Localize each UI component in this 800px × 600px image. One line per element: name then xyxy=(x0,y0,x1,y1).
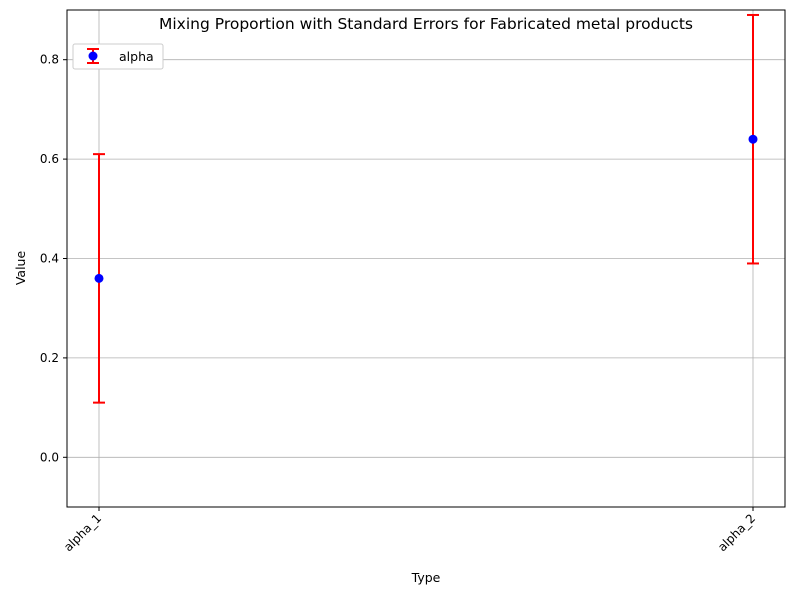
data-point xyxy=(94,273,104,283)
axis-ticks: 0.0 0.2 0.4 0.6 0.8 alpha_1 alpha_2 xyxy=(40,53,758,555)
legend-marker xyxy=(88,51,98,61)
chart-title: Mixing Proportion with Standard Errors f… xyxy=(159,15,693,33)
legend-errorbar-symbol xyxy=(87,48,99,64)
data-point xyxy=(748,134,758,144)
y-tick-label: 0.0 xyxy=(40,450,59,464)
y-axis-label: Value xyxy=(13,251,28,286)
y-tick-label: 0.2 xyxy=(40,351,59,365)
legend: alpha xyxy=(72,43,164,70)
x-tick-label: alpha_2 xyxy=(715,511,758,554)
y-tick-label: 0.8 xyxy=(40,53,59,67)
x-tick-label: alpha_1 xyxy=(61,511,104,554)
grid-lines xyxy=(67,10,785,507)
x-axis-label: Type xyxy=(411,570,441,585)
y-tick-label: 0.6 xyxy=(40,152,59,166)
legend-label-alpha: alpha xyxy=(119,49,154,64)
y-tick-label: 0.4 xyxy=(40,252,59,266)
plot-data xyxy=(93,13,759,404)
